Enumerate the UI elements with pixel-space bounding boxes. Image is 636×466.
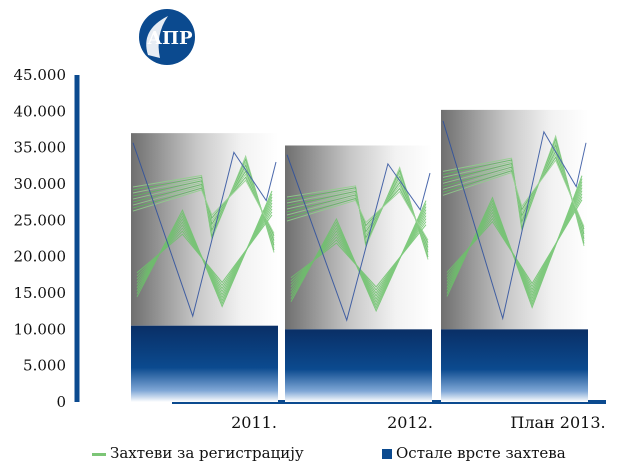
bar-strand (132, 176, 275, 236)
bar-segment-other (285, 329, 432, 402)
y-axis-ticks: 0 5.000 10.000 15.000 20.000 25.000 30.000 35.0… (14, 66, 67, 411)
y-tick-label: 45.000 (14, 66, 67, 84)
y-tick-label: 15.000 (14, 284, 67, 302)
bar-strand (136, 214, 273, 284)
x-tick-label: 2011. (231, 413, 277, 432)
bar-segment-registration (441, 109, 588, 330)
legend-label-registration: Захтеви за регистрацију (110, 444, 304, 462)
y-tick-label: 40.000 (14, 102, 67, 120)
y-tick-label: 0 (56, 393, 66, 411)
bar-segment-registration (285, 145, 432, 330)
y-tick-label: 5.000 (23, 357, 66, 375)
bar-strand (132, 179, 275, 234)
bar-segment-other (441, 329, 588, 402)
bar-strand-blue (286, 154, 431, 322)
y-tick-label: 35.000 (14, 139, 67, 157)
x-tick-label: План 2013. (510, 413, 605, 432)
legend-swatch-blue (382, 449, 392, 459)
legend: Захтеви за регистрацију Остале врсте зах… (0, 440, 636, 464)
bar-strand (290, 224, 427, 288)
logo-text: АПР (147, 28, 193, 49)
bar-group (285, 145, 432, 402)
legend-swatch-green (92, 452, 106, 456)
bars (131, 109, 588, 402)
bar-strand (442, 159, 585, 227)
bar-strand-blue (442, 120, 587, 321)
bar-strand (286, 184, 429, 246)
x-tick-label: 2012. (387, 413, 433, 432)
y-tick-label: 30.000 (14, 175, 67, 193)
legend-item-other: Остале врсте захтева (382, 444, 566, 462)
legend-item-registration: Захтеви за регистрацију (92, 444, 304, 462)
bar-group (131, 133, 278, 402)
bar-texture (132, 142, 277, 318)
bar-segment-registration (131, 133, 278, 326)
y-tick-label: 20.000 (14, 248, 67, 266)
legend-label-other: Остале врсте захтева (396, 444, 566, 462)
y-tick-label: 10.000 (14, 320, 67, 338)
bar-strand (286, 187, 429, 243)
bar-texture (442, 120, 587, 321)
bar-segment-other (131, 325, 278, 402)
apr-logo: АПР (139, 9, 195, 65)
y-tick-label: 25.000 (14, 211, 67, 229)
bar-strand (132, 173, 275, 239)
bar-strand (446, 199, 583, 285)
bar-group (441, 109, 588, 402)
bar-texture (286, 154, 431, 322)
bar-strand-blue (132, 142, 277, 318)
x-axis-labels: 2011. 2012. План 2013. (231, 413, 606, 432)
bar-strand (286, 181, 429, 248)
bar-strand (286, 190, 429, 241)
